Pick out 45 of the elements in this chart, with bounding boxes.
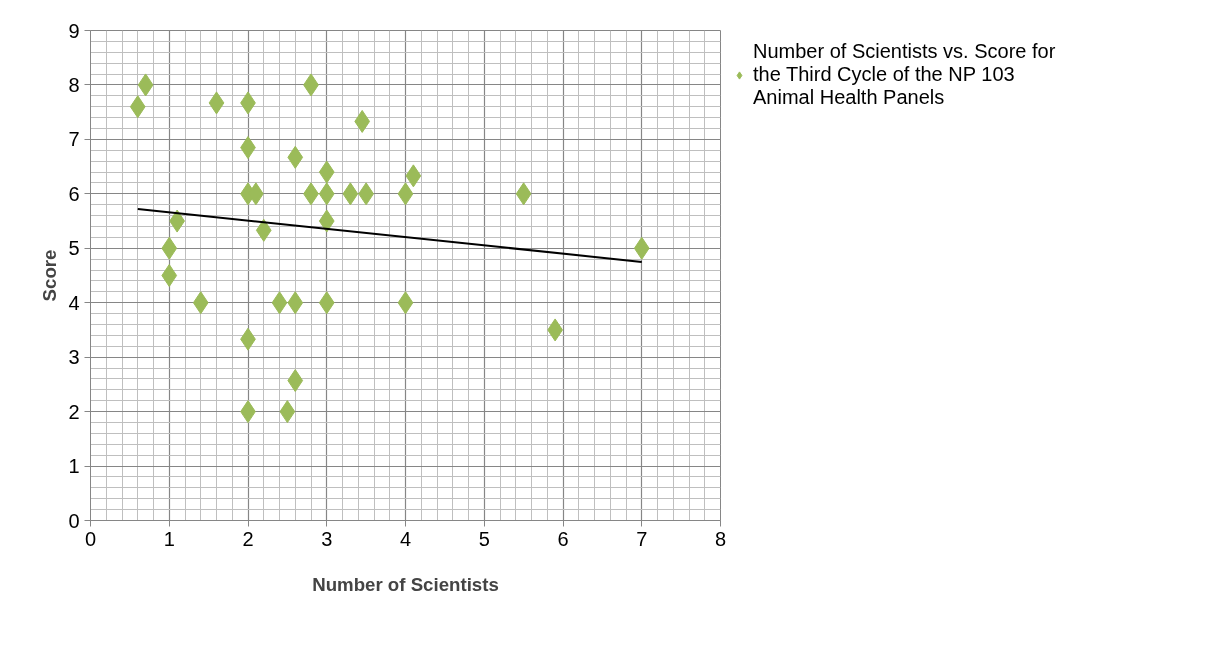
point [161,236,178,260]
point [287,145,304,169]
point [318,209,335,233]
point [318,160,335,184]
x-tick-label: 6 [557,527,569,550]
point [192,291,209,315]
point [354,109,371,133]
y-tick-label: 2 [68,400,80,423]
point [405,164,422,188]
point [318,182,335,206]
point [633,236,650,260]
y-tick-label: 0 [68,509,80,532]
point [397,182,414,206]
y-tick-label: 9 [68,19,80,42]
x-tick-label: 0 [84,527,97,550]
y-tick-label: 3 [68,346,80,369]
x-tick-label: 1 [163,527,175,550]
point [279,400,296,424]
y-tick-label: 8 [68,73,80,96]
y-tick-label: 7 [68,128,80,151]
point [287,291,304,315]
point [137,73,154,97]
point [255,218,272,242]
x-tick-label: 2 [242,527,254,550]
x-tick-label: 7 [636,527,648,550]
point [342,182,359,206]
point [161,264,178,287]
x-axis-title: Number of Scientists [312,573,499,595]
legend-label: Number of Scientists vs. Score for the Third Cycle of the NP 103 Animal Health Panels [753,40,1056,109]
x-tick-label: 8 [714,527,727,550]
x-tick-label: 5 [478,527,490,550]
y-tick-label: 1 [68,455,80,478]
point [271,291,288,315]
y-tick-label: 6 [68,182,80,205]
y-axis-title: Score [39,249,61,302]
point [287,369,304,393]
y-tick-label: 4 [68,291,80,314]
y-tick-label: 5 [68,237,80,260]
x-tick-label: 3 [321,527,333,550]
point [515,182,532,206]
point [318,291,335,315]
point [129,95,146,119]
point [397,291,414,315]
x-tick-label: 4 [399,527,412,550]
point [208,91,225,115]
